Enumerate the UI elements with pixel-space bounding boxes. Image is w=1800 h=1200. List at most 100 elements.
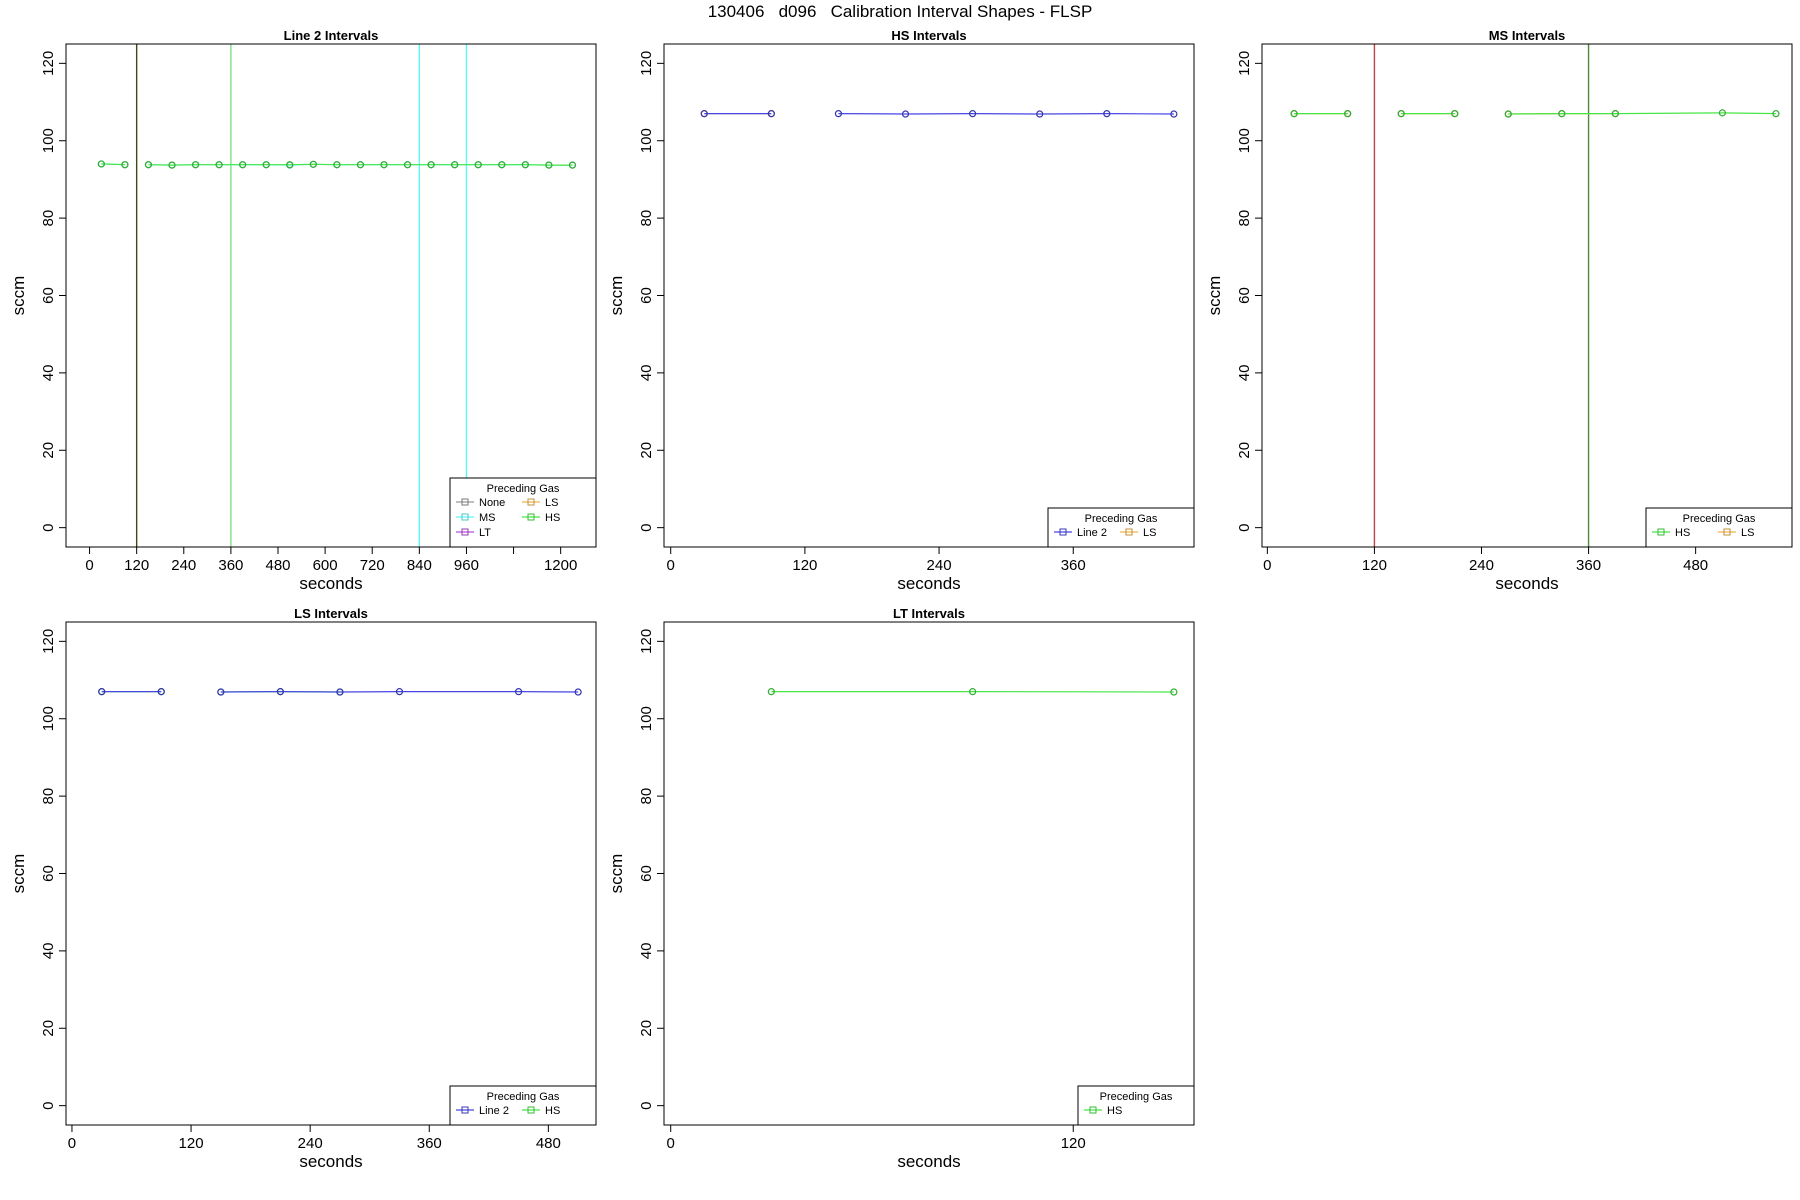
y-tick-label: 80 [638,788,655,805]
x-tick-label: 480 [536,1135,561,1152]
data-point [1718,109,1727,117]
x-axis-label: seconds [299,1152,362,1171]
legend-swatch-marker [527,498,535,506]
y-tick-label: 60 [638,287,655,304]
x-tick-label: 120 [1362,557,1387,574]
legend-swatch-marker [461,513,469,521]
legend-entry: HS [1675,527,1690,539]
x-tick-label: 1200 [544,557,577,574]
data-point [767,110,775,118]
legend-entry: LT [479,527,491,539]
y-tick-label: 20 [40,442,57,459]
y-tick-label: 120 [40,51,57,76]
data-point [1170,110,1178,118]
data-point [356,161,365,169]
data-point [767,688,775,696]
data-point [1103,110,1111,118]
x-tick-label: 0 [1263,557,1271,574]
x-tick-label: 0 [85,557,93,574]
y-tick-label: 100 [40,128,57,153]
data-point [380,161,388,169]
y-tick-label: 20 [638,1020,655,1037]
legend-entry: HS [1107,1105,1122,1117]
y-tick-label: 80 [638,210,655,227]
data-point [191,161,200,169]
x-tick-label: 0 [667,1135,675,1152]
data-point [336,688,344,696]
data-point [168,161,176,169]
data-point [1397,110,1405,118]
legend-swatch-marker [527,1106,535,1114]
x-tick-label: 960 [454,557,479,574]
data-point [1558,110,1566,118]
legend-swatch-marker [461,528,469,536]
y-tick-label: 0 [638,1101,655,1109]
y-tick-label: 20 [1236,442,1253,459]
plot-area-border [663,43,1195,548]
data-point [521,161,529,169]
data-point [215,161,223,169]
data-point [286,161,294,169]
x-tick-label: 360 [1576,557,1601,574]
legend-title: Preceding Gas [487,483,560,495]
x-tick-label: 720 [360,557,385,574]
data-point [574,688,582,696]
y-axis-label: sccm [607,276,626,316]
y-tick-label: 100 [638,128,655,153]
data-point [1451,110,1459,118]
legend-swatch-marker [461,1106,469,1114]
x-tick-label: 600 [313,557,338,574]
x-tick-label: 120 [179,1135,204,1152]
data-point [1772,110,1780,118]
data-point [514,688,523,696]
y-tick-label: 60 [40,287,57,304]
x-tick-label: 0 [68,1135,76,1152]
legend-swatch-marker [527,513,535,521]
y-tick-label: 80 [1236,210,1253,227]
legend-box [1645,507,1793,548]
series-line-hs [101,163,125,166]
x-tick-label: 360 [417,1135,442,1152]
data-point [545,161,553,169]
data-point [1036,110,1044,118]
legend-swatch-marker [1059,528,1067,536]
data-point [1290,110,1298,118]
data-point [98,688,106,696]
x-tick-label: 360 [1061,557,1086,574]
data-point [217,688,225,696]
data-point [309,160,317,168]
x-axis-label: seconds [299,574,362,593]
data-point [144,161,153,169]
y-tick-label: 120 [1236,51,1253,76]
x-tick-label: 240 [171,557,196,574]
legend-box [449,477,597,548]
y-tick-label: 40 [638,943,655,960]
data-point [239,161,247,169]
data-point [97,160,105,168]
legend-entry: LS [1741,527,1754,539]
legend-box [449,1085,597,1126]
plot-area-border [1261,43,1793,548]
legend-title: Preceding Gas [1085,513,1158,525]
x-tick-label: 840 [407,557,432,574]
data-point [1611,110,1619,118]
data-point [157,688,165,696]
data-point [395,688,404,696]
y-tick-label: 0 [40,1101,57,1109]
x-tick-label: 240 [298,1135,323,1152]
y-tick-label: 40 [638,365,655,382]
y-tick-label: 80 [40,210,57,227]
y-tick-label: 20 [638,442,655,459]
legend-title: Preceding Gas [487,1091,560,1103]
legend-title: Preceding Gas [1100,1091,1173,1103]
y-tick-label: 100 [638,706,655,731]
data-point [451,161,459,169]
data-point [474,161,482,169]
y-axis-label: sccm [9,276,28,316]
legend-title: Preceding Gas [1683,513,1756,525]
legend-entry: MS [479,512,496,524]
x-tick-label: 480 [265,557,290,574]
x-tick-label: 120 [1061,1135,1086,1152]
y-tick-label: 120 [638,629,655,654]
